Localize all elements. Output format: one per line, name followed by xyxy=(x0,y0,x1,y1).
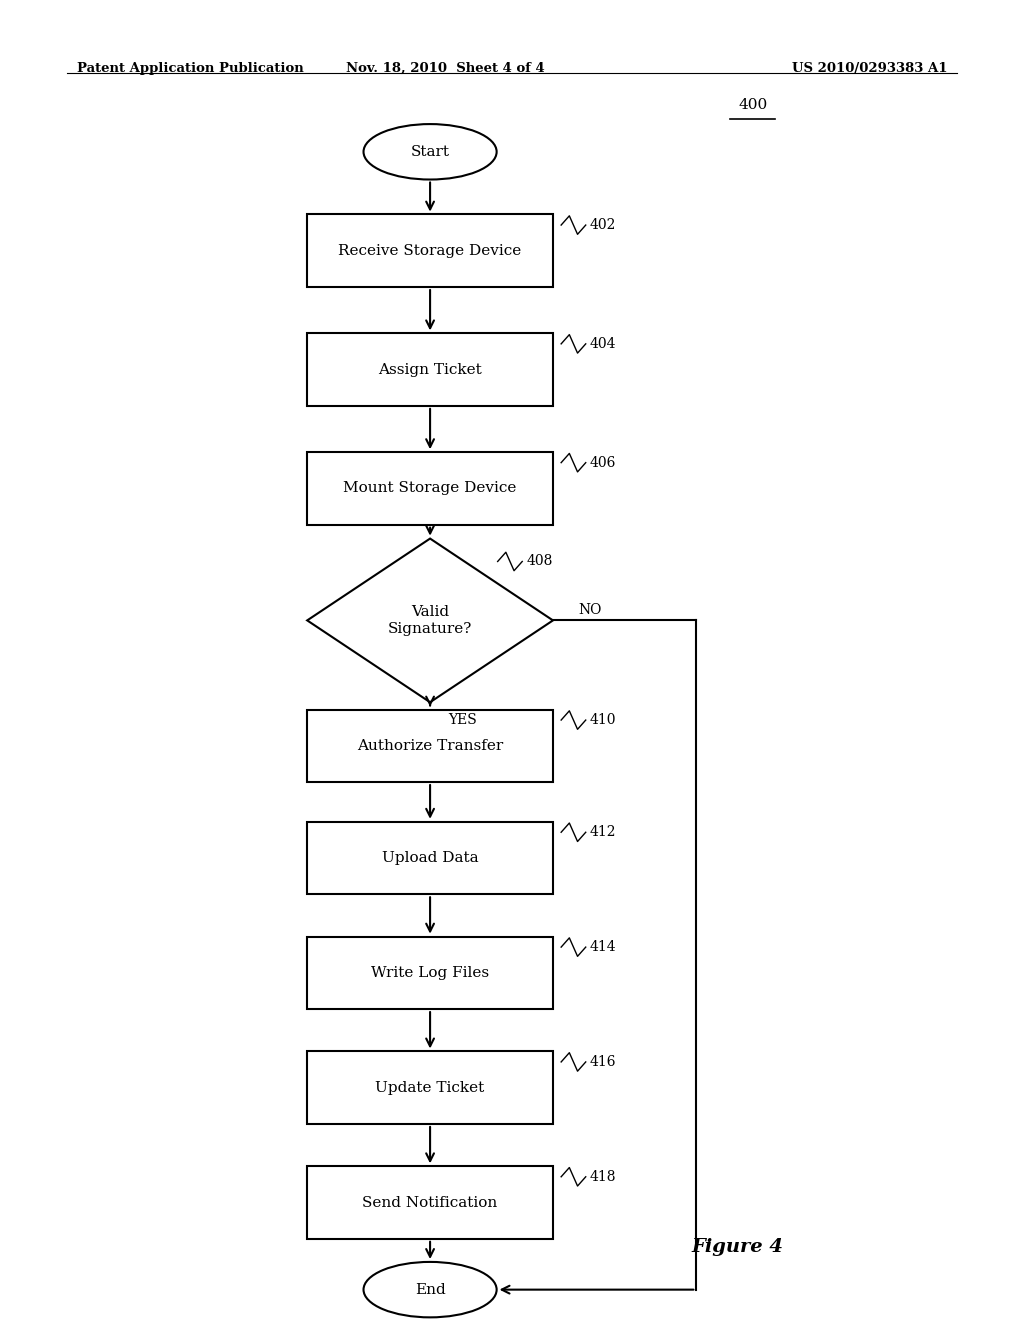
FancyBboxPatch shape xyxy=(307,451,553,524)
Text: 414: 414 xyxy=(590,940,616,954)
Text: Valid
Signature?: Valid Signature? xyxy=(388,606,472,635)
Text: Update Ticket: Update Ticket xyxy=(376,1081,484,1094)
FancyBboxPatch shape xyxy=(307,1051,553,1125)
Text: 416: 416 xyxy=(590,1055,616,1069)
FancyBboxPatch shape xyxy=(307,1167,553,1238)
Text: Assign Ticket: Assign Ticket xyxy=(378,363,482,376)
Text: Patent Application Publication: Patent Application Publication xyxy=(77,62,303,75)
Text: 402: 402 xyxy=(590,218,616,232)
Text: Figure 4: Figure 4 xyxy=(691,1238,783,1257)
FancyBboxPatch shape xyxy=(307,937,553,1008)
Text: Authorize Transfer: Authorize Transfer xyxy=(357,739,503,752)
Text: Receive Storage Device: Receive Storage Device xyxy=(339,244,521,257)
FancyBboxPatch shape xyxy=(307,214,553,286)
Text: 412: 412 xyxy=(590,825,616,840)
Text: Write Log Files: Write Log Files xyxy=(371,966,489,979)
Text: US 2010/0293383 A1: US 2010/0293383 A1 xyxy=(792,62,947,75)
Text: 418: 418 xyxy=(590,1170,616,1184)
Text: NO: NO xyxy=(579,603,602,616)
Text: 408: 408 xyxy=(526,554,553,569)
Text: Start: Start xyxy=(411,145,450,158)
Text: Mount Storage Device: Mount Storage Device xyxy=(343,482,517,495)
Text: End: End xyxy=(415,1283,445,1296)
Text: 406: 406 xyxy=(590,455,616,470)
Polygon shape xyxy=(307,539,553,702)
Text: 400: 400 xyxy=(738,98,767,112)
Text: Nov. 18, 2010  Sheet 4 of 4: Nov. 18, 2010 Sheet 4 of 4 xyxy=(346,62,545,75)
Text: Send Notification: Send Notification xyxy=(362,1196,498,1209)
FancyBboxPatch shape xyxy=(307,333,553,407)
FancyBboxPatch shape xyxy=(307,821,553,895)
Text: Upload Data: Upload Data xyxy=(382,851,478,865)
Text: YES: YES xyxy=(449,713,477,727)
FancyBboxPatch shape xyxy=(307,710,553,781)
Text: 410: 410 xyxy=(590,713,616,727)
Ellipse shape xyxy=(364,124,497,180)
Ellipse shape xyxy=(364,1262,497,1317)
Text: 404: 404 xyxy=(590,337,616,351)
